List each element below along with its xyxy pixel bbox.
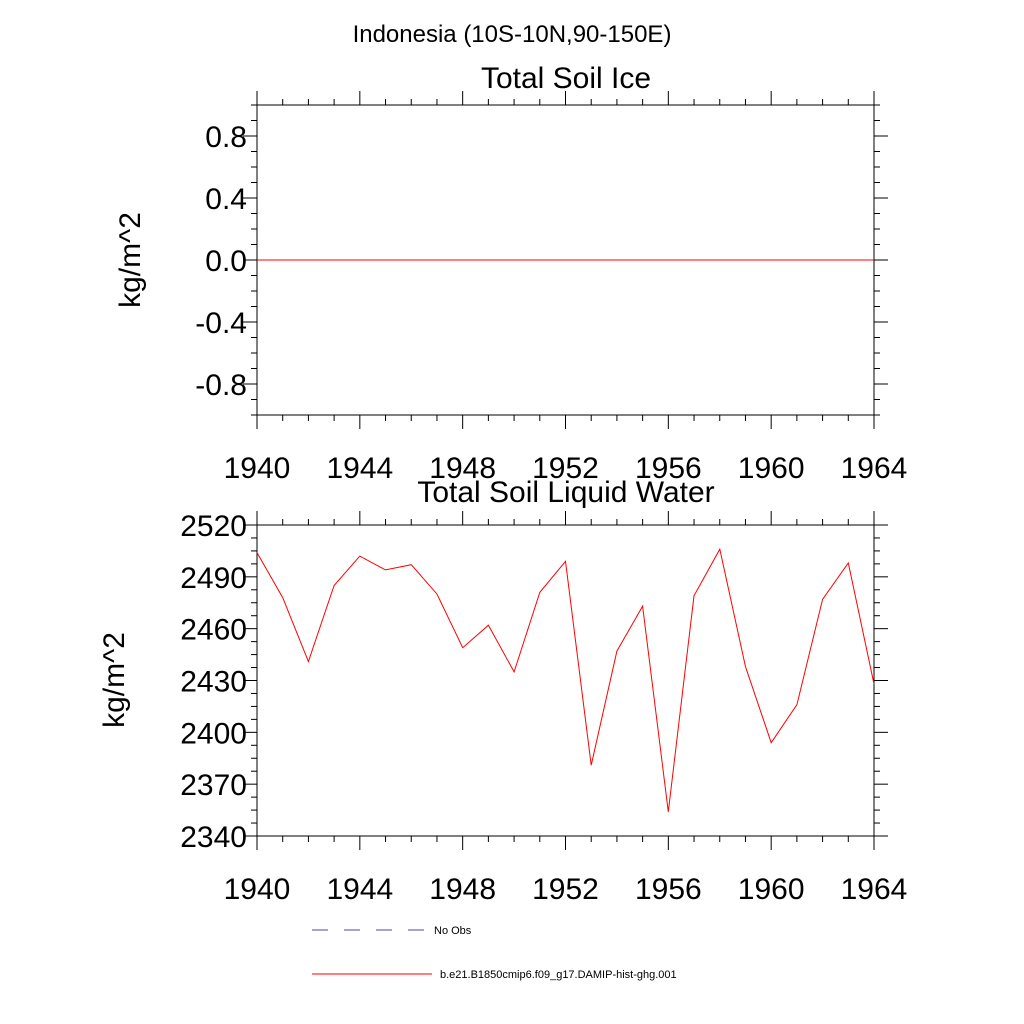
- legend-label-no-obs: No Obs: [434, 925, 472, 937]
- x-tick-label: 1940: [224, 873, 291, 906]
- y-tick-label: 0.8: [205, 121, 247, 154]
- x-tick-label: 1960: [738, 873, 805, 906]
- y-tick-label: 2340: [180, 821, 247, 854]
- y-axis-label: kg/m^2: [98, 632, 131, 728]
- y-tick-label: 2460: [180, 614, 247, 647]
- x-tick-label: 1952: [532, 873, 599, 906]
- x-tick-label: 1944: [326, 452, 393, 485]
- plot-frame: [256, 524, 875, 837]
- chart-title: Total Soil Ice: [481, 62, 651, 95]
- x-tick-label: 1952: [532, 452, 599, 485]
- chart-title: Total Soil Liquid Water: [417, 476, 714, 509]
- x-tick-label: 1956: [635, 873, 702, 906]
- legend-label-model: b.e21.B1850cmip6.f09_g17.DAMIP-hist-ghg.…: [440, 969, 677, 981]
- x-tick-label: 1956: [635, 452, 702, 485]
- y-tick-label: 0.0: [205, 245, 247, 278]
- chart-total-soil-ice: Total Soil Ice kg/m^2 1940 1944 1948 1952 19…: [114, 62, 907, 485]
- y-tick-label: 2370: [180, 769, 247, 802]
- series-line: [256, 547, 875, 812]
- x-tick-label: 1948: [429, 873, 496, 906]
- y-tick-label: 2400: [180, 717, 247, 750]
- x-tick-label: 1944: [326, 873, 393, 906]
- y-tick-label: 0.4: [205, 183, 247, 216]
- x-tick-label: 1960: [738, 452, 805, 485]
- x-tick-label: 1940: [224, 452, 291, 485]
- chart-total-soil-liquid-water: Total Soil Liquid Water kg/m^2 1940 1944 1…: [98, 476, 907, 906]
- legend: No Obs b.e21.B1850cmip6.f09_g17.DAMIP-hi…: [312, 925, 677, 981]
- x-tick-label: 1964: [841, 452, 908, 485]
- y-tick-label: -0.4: [195, 307, 247, 340]
- x-tick-label: 1948: [429, 452, 496, 485]
- x-tick-label: 1964: [841, 873, 908, 906]
- y-tick-label: -0.8: [195, 369, 247, 402]
- figure-suptitle: Indonesia (10S-10N,90-150E): [353, 21, 672, 48]
- y-tick-label: 2490: [180, 562, 247, 595]
- y-tick-label: 2430: [180, 666, 247, 699]
- y-tick-label: 2520: [180, 510, 247, 543]
- y-axis-label: kg/m^2: [114, 212, 147, 308]
